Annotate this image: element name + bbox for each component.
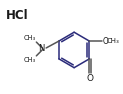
Text: O: O bbox=[87, 74, 94, 83]
Text: CH₃: CH₃ bbox=[23, 35, 35, 41]
Text: O: O bbox=[103, 37, 109, 46]
Text: CH₃: CH₃ bbox=[107, 38, 119, 44]
Text: CH₃: CH₃ bbox=[23, 57, 35, 63]
Text: N: N bbox=[38, 44, 44, 53]
Text: HCl: HCl bbox=[6, 9, 28, 22]
